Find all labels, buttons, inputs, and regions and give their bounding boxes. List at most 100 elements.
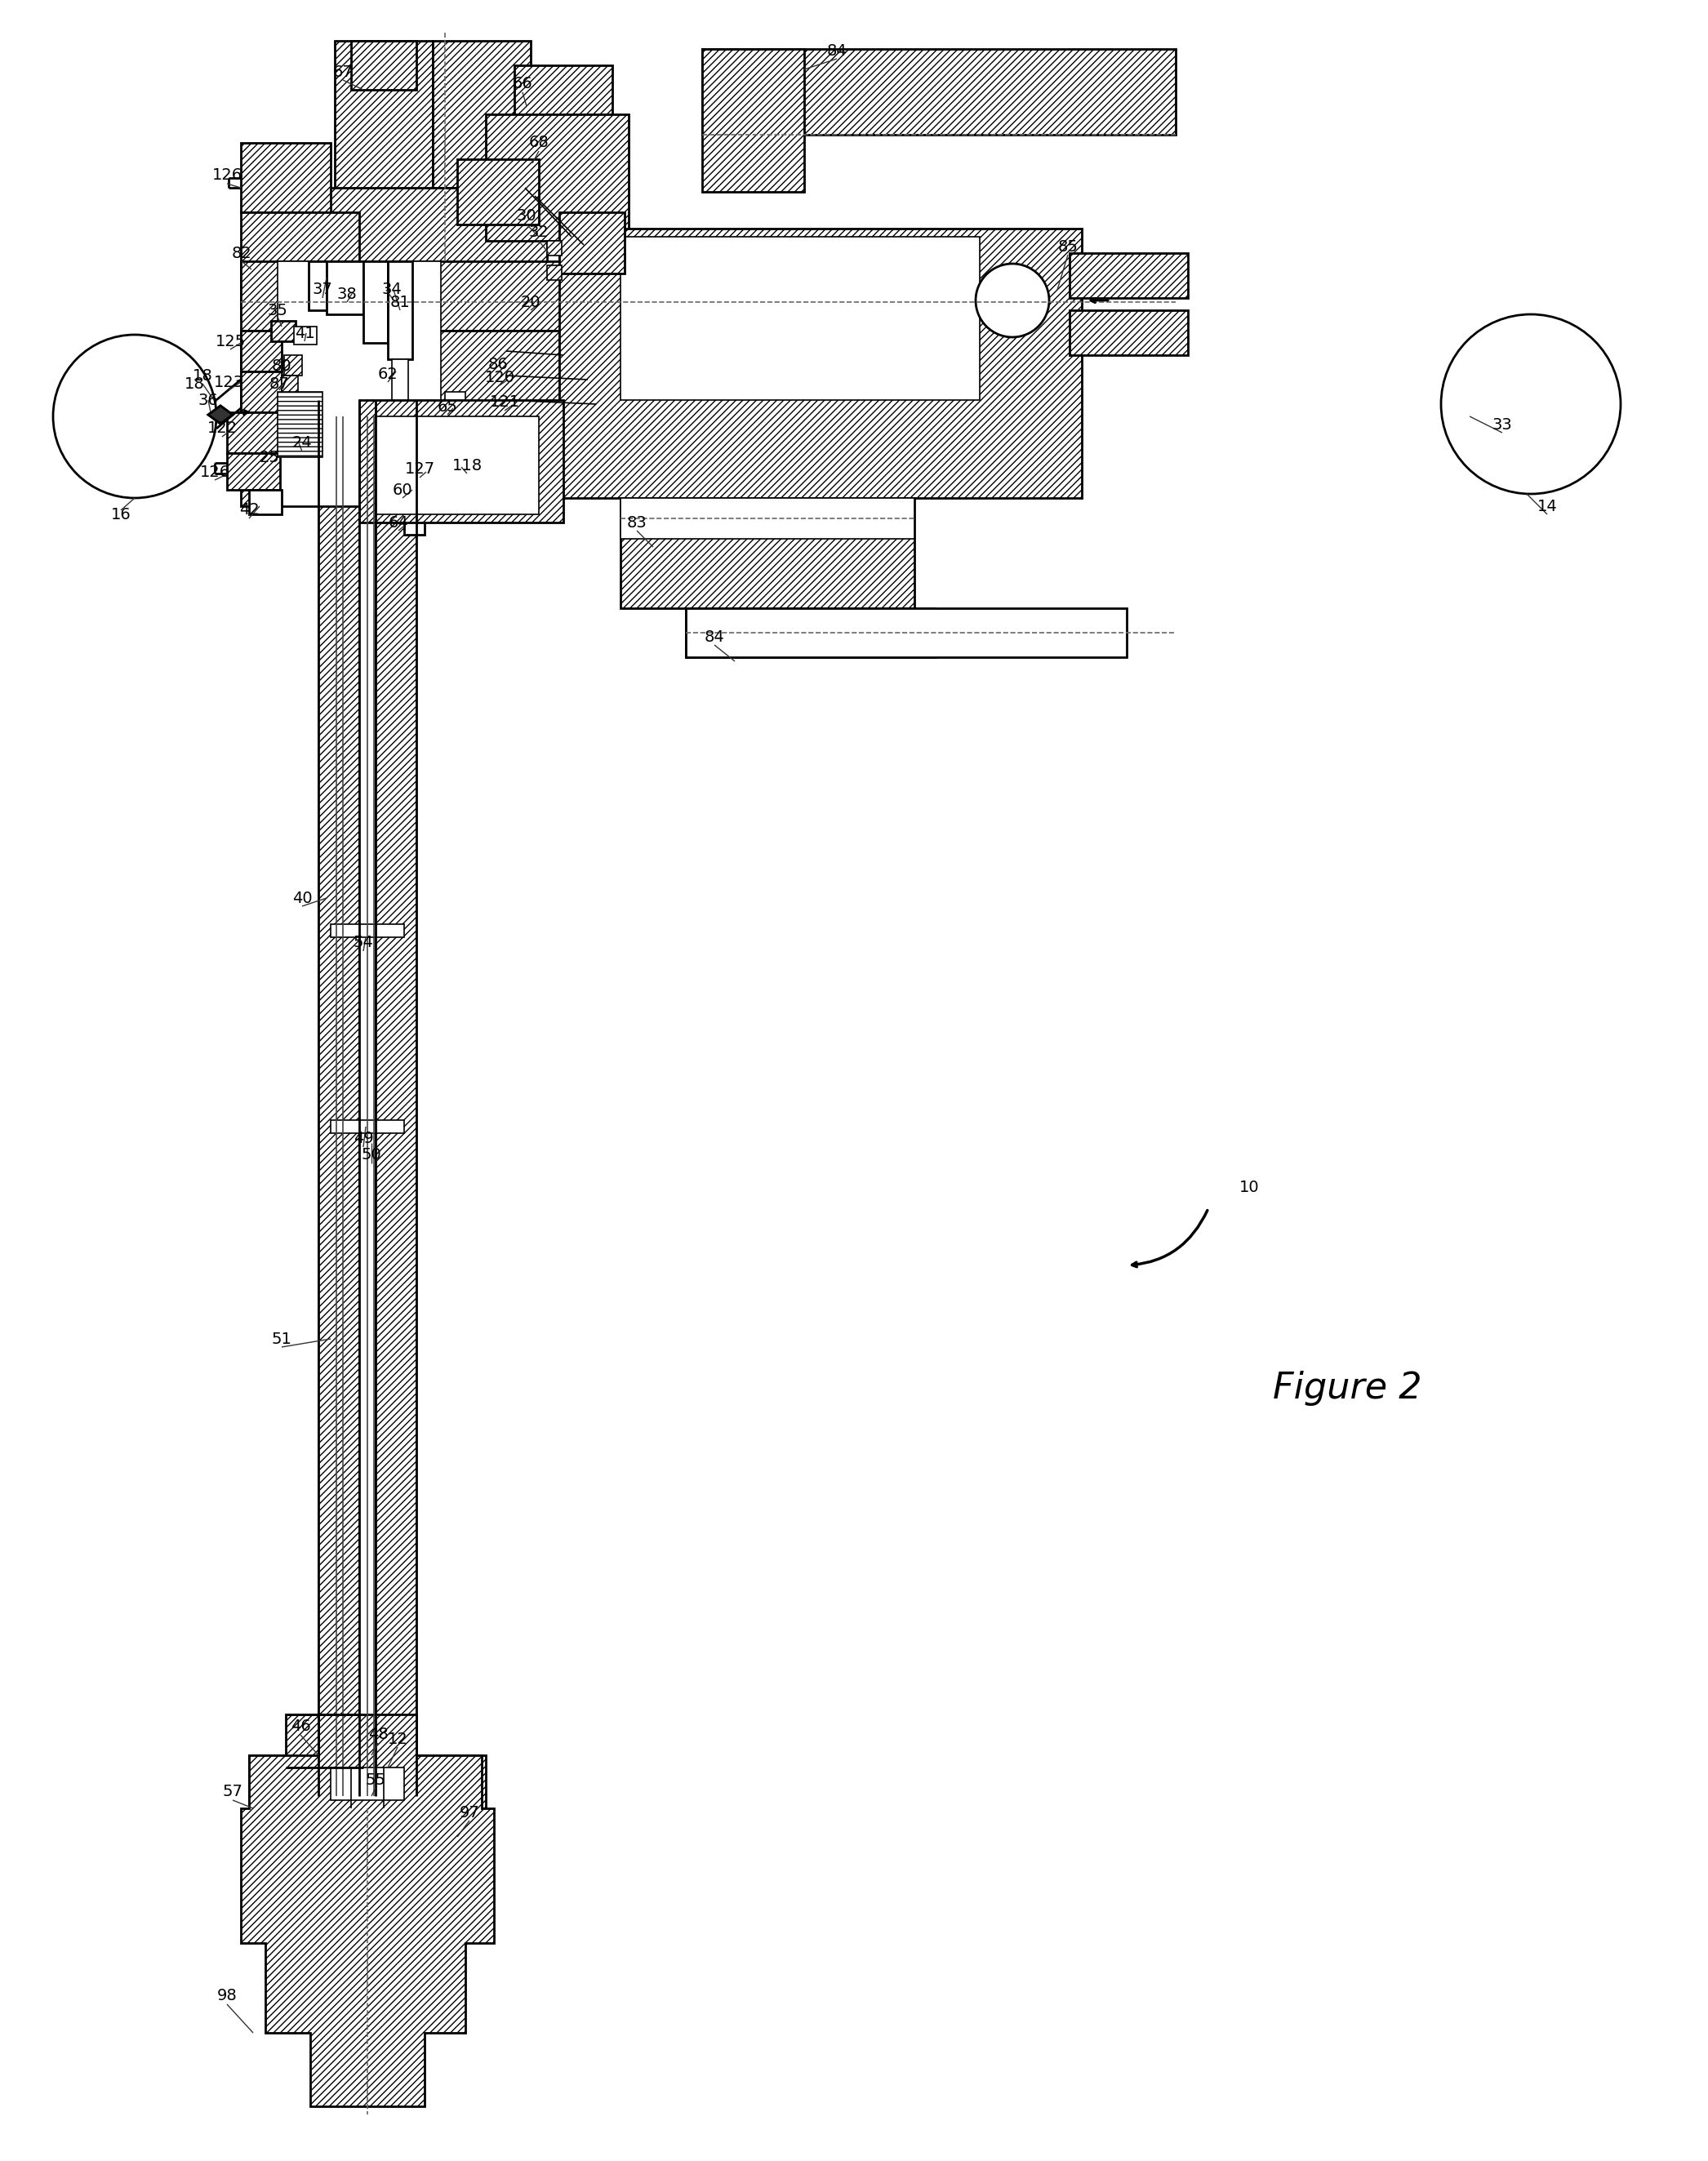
Text: 25: 25	[260, 449, 280, 465]
Bar	[559, 212, 625, 274]
Text: 66: 66	[512, 76, 533, 93]
Bar	[376, 400, 417, 1796]
Bar	[335, 41, 432, 253]
Text: 82: 82	[232, 246, 251, 261]
Text: 20: 20	[521, 294, 541, 309]
Bar	[331, 1119, 405, 1132]
Bar	[241, 143, 331, 212]
Bar	[294, 326, 316, 344]
Text: 98: 98	[217, 1988, 237, 2003]
Text: 81: 81	[389, 294, 410, 309]
Bar	[559, 229, 1081, 497]
Polygon shape	[241, 1714, 494, 2107]
Text: 41: 41	[294, 326, 314, 341]
Bar	[702, 50, 804, 192]
Bar	[446, 391, 465, 437]
Text: 97: 97	[459, 1804, 480, 1820]
Text: 118: 118	[453, 458, 482, 473]
Text: 85: 85	[1057, 240, 1078, 255]
Text: 80: 80	[272, 359, 292, 374]
Text: 40: 40	[292, 890, 313, 905]
Text: 84: 84	[704, 629, 724, 644]
Bar	[1069, 311, 1189, 354]
Text: 64: 64	[388, 514, 408, 529]
Bar	[620, 497, 914, 607]
Text: 38: 38	[336, 285, 357, 303]
Text: 121: 121	[490, 395, 519, 411]
Polygon shape	[208, 406, 232, 424]
Text: 51: 51	[272, 1331, 292, 1346]
Text: 34: 34	[383, 283, 401, 298]
Bar	[227, 413, 280, 454]
Text: 68: 68	[529, 136, 548, 151]
Text: 86: 86	[488, 357, 509, 372]
Text: 18: 18	[193, 367, 212, 382]
Bar	[285, 1714, 364, 1768]
Text: 55: 55	[366, 1772, 386, 1787]
Circle shape	[975, 264, 1049, 337]
Bar	[249, 491, 282, 514]
Bar	[432, 41, 531, 188]
Text: 83: 83	[627, 514, 647, 529]
Bar	[241, 372, 282, 413]
Text: 126: 126	[212, 169, 243, 184]
Text: 50: 50	[362, 1147, 381, 1163]
Bar	[326, 261, 364, 313]
Bar	[241, 331, 559, 506]
Text: 67: 67	[333, 65, 354, 80]
Text: 120: 120	[485, 370, 514, 385]
Text: 84: 84	[827, 43, 847, 58]
Bar	[458, 458, 475, 484]
Bar	[309, 261, 326, 311]
Bar	[458, 160, 538, 225]
Bar	[1069, 253, 1189, 298]
Text: 18: 18	[184, 376, 205, 391]
Text: 126: 126	[200, 465, 231, 480]
Bar	[241, 270, 405, 318]
Text: 48: 48	[367, 1727, 388, 1742]
Text: 54: 54	[354, 936, 374, 951]
Text: 24: 24	[292, 437, 313, 452]
Text: 87: 87	[270, 376, 289, 391]
Bar	[278, 261, 441, 506]
Text: 57: 57	[222, 1785, 243, 1800]
Text: 36: 36	[198, 393, 219, 408]
Bar	[241, 212, 359, 270]
Text: 46: 46	[290, 1718, 311, 1735]
Bar	[408, 473, 427, 504]
Bar	[417, 1755, 485, 1809]
Bar	[282, 376, 297, 393]
Text: 30: 30	[516, 210, 536, 225]
Bar	[391, 359, 408, 404]
Bar	[359, 400, 564, 523]
Bar	[318, 1809, 417, 1915]
Text: 122: 122	[207, 421, 237, 437]
Bar	[547, 240, 562, 255]
Bar	[620, 238, 980, 400]
Bar	[318, 400, 359, 1796]
Bar	[620, 497, 914, 538]
Bar	[331, 925, 405, 938]
Bar	[249, 1755, 323, 1809]
Bar	[241, 331, 282, 372]
Text: 125: 125	[215, 333, 246, 350]
Bar	[425, 465, 441, 491]
Bar	[702, 50, 1175, 134]
Text: 33: 33	[1493, 417, 1512, 432]
Bar	[364, 261, 388, 344]
Text: Figure 2: Figure 2	[1272, 1370, 1421, 1405]
Text: 32: 32	[529, 225, 548, 240]
Bar	[241, 261, 608, 331]
Bar	[485, 115, 629, 240]
Text: 60: 60	[393, 482, 413, 497]
Bar	[272, 320, 295, 341]
Bar	[331, 1768, 405, 1800]
Bar	[687, 607, 1127, 657]
Text: 14: 14	[1537, 499, 1558, 514]
Bar	[405, 506, 425, 534]
Bar	[687, 607, 934, 657]
Bar	[388, 261, 412, 359]
Polygon shape	[208, 406, 232, 424]
Text: 37: 37	[313, 283, 333, 298]
Bar	[326, 188, 547, 277]
